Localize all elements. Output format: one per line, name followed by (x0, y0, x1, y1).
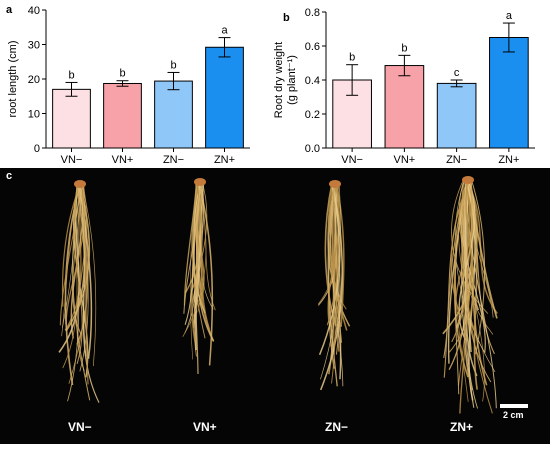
y-tick-label: 30 (28, 40, 40, 52)
scale-bar (500, 404, 528, 408)
bar (384, 65, 425, 149)
root-strand (327, 181, 338, 387)
bar (103, 82, 142, 149)
significance-letter: a (221, 25, 228, 37)
root-strand (454, 177, 496, 373)
y-tick-label: 0.6 (305, 41, 320, 53)
bar (489, 37, 529, 149)
y-tick-label: 0.0 (305, 143, 320, 155)
root-strand (81, 181, 89, 385)
root-strand (78, 181, 93, 359)
x-tick-label: VN+ (394, 154, 416, 166)
root-strand (76, 181, 87, 372)
root-strand (327, 181, 348, 331)
x-tick-label: VN+ (112, 154, 134, 166)
photo-label-vn-minus: VN− (68, 420, 92, 434)
root-crown (74, 180, 86, 188)
root-strand (62, 181, 77, 328)
root-system (442, 176, 498, 414)
root-strand (320, 181, 342, 380)
significance-letter: b (68, 69, 74, 81)
root-strand (465, 177, 497, 409)
y-tick-label: 0.2 (305, 109, 320, 121)
root-strand (73, 181, 83, 365)
x-tick-label: VN− (341, 154, 363, 166)
significance-letter: a (506, 10, 513, 22)
chart-b: 0.0 0.2 0.4 0.6 0.8 Root dry weight (g plant⁻¹… (273, 7, 535, 166)
root-strand (62, 181, 78, 369)
y-tick-label: 20 (28, 74, 40, 86)
significance-letter: b (349, 52, 355, 64)
root-strand (197, 179, 214, 366)
y-tick-label: 40 (28, 5, 40, 17)
root-strand (318, 181, 341, 356)
bar (436, 82, 477, 149)
x-tick-label: ZN+ (214, 154, 235, 166)
root-strand (76, 181, 86, 308)
significance-letter: c (454, 67, 460, 79)
bar (154, 80, 193, 149)
root-strand (466, 177, 478, 390)
photo-label-zn-plus: ZN+ (450, 420, 474, 434)
y-tick-label: 0.4 (305, 75, 320, 87)
significance-letter: b (119, 68, 125, 80)
root-system (317, 180, 351, 391)
charts-svg: 0 10 20 30 40 root length (cm) b VN− b VN+ b ZN− a ZN… (7, 5, 535, 166)
root-strand (193, 179, 206, 314)
x-tick-label: ZN− (163, 154, 184, 166)
root-strand (465, 177, 475, 319)
root-crown (194, 178, 206, 186)
root-strand (458, 177, 476, 341)
significance-letter: b (401, 42, 407, 54)
x-tick-label: ZN− (446, 154, 467, 166)
root-strand (59, 181, 81, 326)
root-strand (464, 177, 473, 391)
panel-letter-c: c (6, 170, 13, 182)
roots-drawing (58, 176, 498, 414)
root-strand (183, 179, 198, 306)
root-system (182, 178, 216, 375)
root-crown (462, 176, 474, 184)
root-crown (329, 180, 341, 188)
root-strand (324, 181, 337, 326)
y-axis-label: root length (cm) (7, 40, 19, 117)
scale-bar-label: 2 cm (503, 410, 524, 420)
y-tick-label: 0.8 (305, 7, 320, 19)
chart-a: 0 10 20 30 40 root length (cm) b VN− b VN+ b ZN− a ZN… (7, 5, 250, 166)
root-system (58, 180, 100, 403)
y-tick-label: 10 (28, 109, 40, 121)
y-tick-label: 0 (34, 143, 40, 155)
bar (52, 88, 91, 149)
root-strand (81, 181, 97, 367)
root-strand (182, 179, 207, 337)
x-tick-label: ZN+ (498, 154, 519, 166)
y-axis-label-line1: Root dry weight (273, 42, 285, 118)
root-strand (454, 177, 469, 402)
root-strand (461, 177, 494, 335)
root-strand (72, 181, 91, 401)
root-strand (331, 181, 336, 384)
root-strand (327, 181, 341, 328)
x-tick-label: VN− (61, 154, 83, 166)
bar (205, 46, 244, 149)
y-axis-label-line2: (g plant⁻¹) (286, 55, 298, 105)
significance-letter: b (170, 59, 176, 71)
root-photo: c VN− VN+ ZN− ZN+ 2 cm (0, 168, 550, 444)
panel-letter-b: b (283, 12, 290, 24)
photo-label-zn-minus: ZN− (325, 420, 349, 434)
photo-label-vn-plus: VN+ (193, 420, 217, 434)
panel-letter-a: a (6, 4, 13, 16)
root-strand (450, 177, 471, 315)
